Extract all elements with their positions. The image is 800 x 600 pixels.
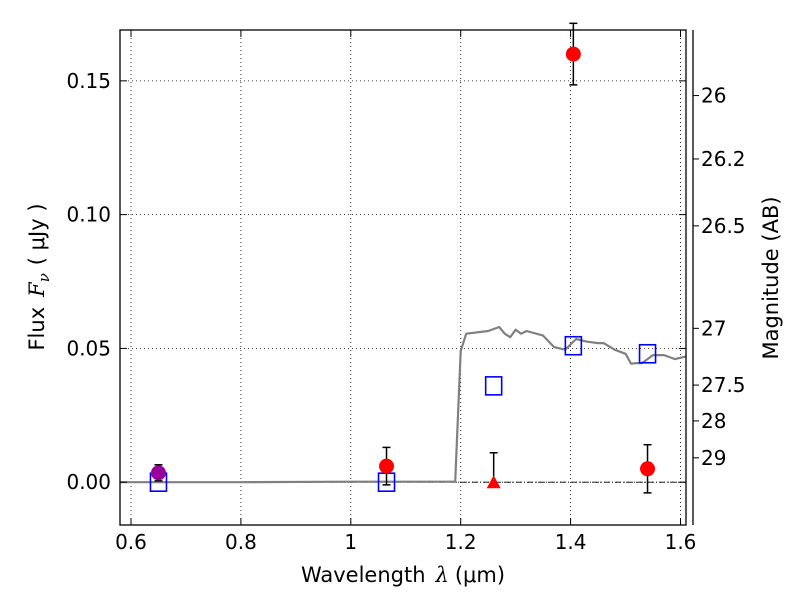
observed-point (565, 46, 581, 62)
x-tick-label: 0.8 (225, 530, 257, 554)
y-tick-label: 0.00 (66, 470, 111, 494)
model-photometry-square (564, 335, 583, 356)
y-tick-label: 0.15 (66, 69, 111, 93)
magnitude-tick-label: 27 (701, 316, 726, 340)
observed-point (640, 461, 656, 477)
plot-data (120, 22, 687, 494)
grid (120, 30, 686, 525)
x-axis-label: Wavelength λ (μm) (301, 563, 505, 587)
x-tick-label: 1.4 (555, 530, 587, 554)
ticks: 0.6 0.8 1 1.2 1.4 1.6 0.00 0.05 0.10 0.15 26 26.2 26… (66, 30, 746, 554)
x-tick-label: 0.6 (115, 530, 147, 554)
observed-point (150, 465, 166, 481)
right-axis-label: Magnitude (AB) (759, 196, 783, 359)
y-axis-label: FluxFν( μJy ) (25, 203, 53, 350)
model-photometry-square (484, 376, 503, 396)
magnitude-tick-label: 29 (701, 446, 726, 470)
magnitude-tick-label: 26.5 (701, 214, 746, 238)
plot-frame (119, 29, 687, 526)
x-tick-label: 1.2 (445, 530, 477, 554)
magnitude-tick-label: 27.5 (701, 373, 746, 397)
magnitude-tick-label: 26 (701, 84, 726, 108)
magnitude-tick-label: 26.2 (701, 147, 746, 171)
x-tick-label: 1.6 (665, 530, 697, 554)
model-photometry-square (638, 343, 657, 364)
x-tick-label: 1 (344, 530, 357, 554)
model-sed-line (120, 325, 687, 484)
observed-point (379, 458, 395, 474)
magnitude-tick-label: 28 (701, 409, 726, 433)
y-tick-label: 0.05 (66, 336, 111, 360)
y-tick-label: 0.10 (66, 203, 111, 227)
upper-limit-triangle (486, 475, 501, 489)
